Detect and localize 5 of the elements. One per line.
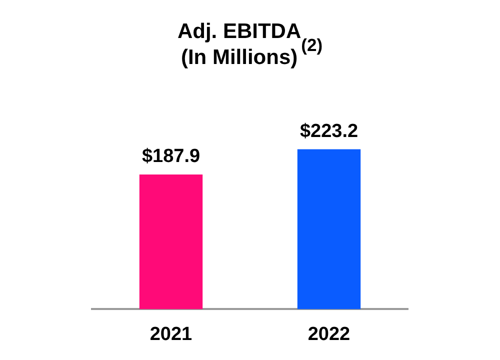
chart-title: Adj. EBITDA (In Millions)$^{(2)}$ [176,19,324,71]
data-label: $187.9 [142,146,200,168]
data-label: $223.2 [300,120,358,142]
x-tick-label: 2021 [150,324,193,345]
x-tick-label: 2022 [308,324,350,345]
